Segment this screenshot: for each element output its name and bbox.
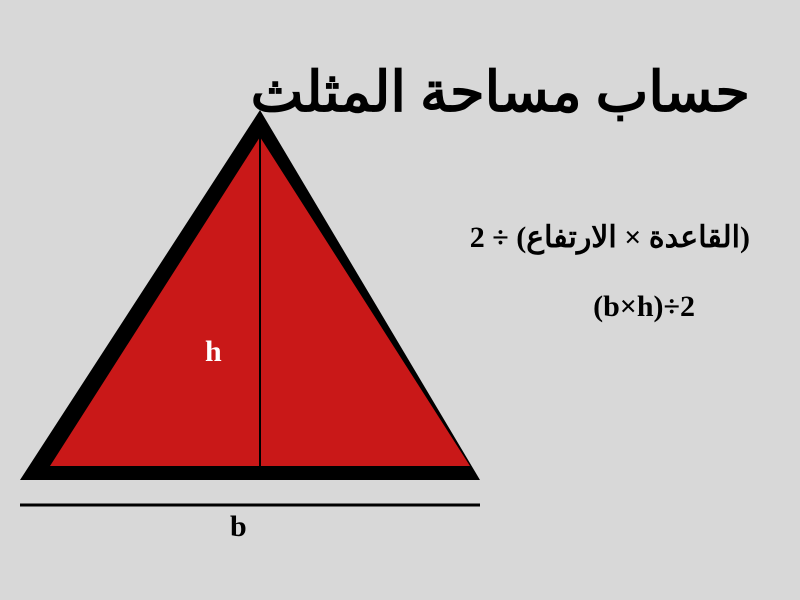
formula-latin: (b×h)÷2	[593, 290, 695, 324]
base-label: b	[230, 510, 247, 544]
height-label: h	[205, 335, 222, 369]
triangle-diagram	[20, 110, 480, 490]
triangle-svg	[20, 110, 480, 510]
formula-arabic: (القاعدة × الارتفاع) ÷ 2	[470, 220, 750, 255]
